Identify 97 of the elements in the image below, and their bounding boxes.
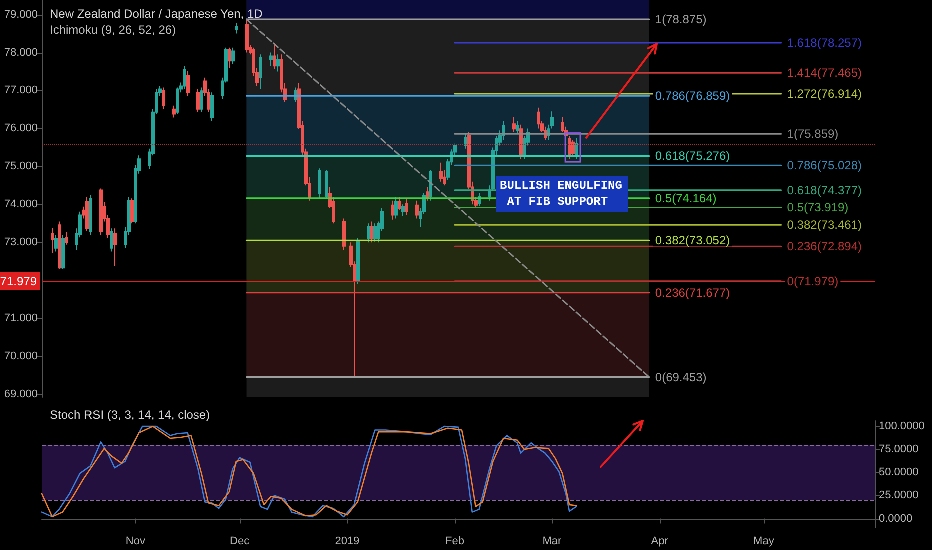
candlestick (172, 105, 176, 118)
x-tick-label: 2019 (335, 536, 360, 548)
candlestick (269, 52, 273, 67)
candlestick (401, 204, 405, 217)
series-label: 0.786(76.859) (655, 89, 730, 104)
y-tick-label: 100.0000 (879, 420, 925, 433)
candlestick (439, 162, 443, 182)
x-tick-label: Nov (126, 536, 146, 548)
candlestick (273, 44, 276, 70)
x-tick-label: Dec (230, 536, 250, 548)
candlestick (51, 228, 54, 254)
candlestick (394, 196, 398, 220)
series-label: 1.618(78.257) (787, 36, 862, 50)
y-tick-label: 70.000 (4, 350, 38, 363)
candlestick (398, 196, 401, 211)
chart-title: Stoch RSI (3, 3, 14, 14, close) (50, 408, 210, 422)
y-tick-label: 75.000 (4, 160, 38, 173)
series-label: 0(69.453) (655, 370, 707, 384)
series-label: 1.272(76.914) (787, 87, 862, 102)
candlestick (276, 54, 280, 72)
x-tick-label: Apr (651, 536, 669, 548)
series-label: 0(71.979) (787, 274, 839, 288)
series-label: 0.786(75.028) (787, 158, 862, 173)
candlestick (231, 47, 235, 66)
candlestick (519, 124, 523, 160)
candlestick (405, 198, 408, 216)
candlestick (415, 200, 419, 220)
x-tick-label: May (754, 536, 775, 548)
candlestick (110, 228, 113, 252)
candlestick (210, 92, 214, 122)
candlestick (200, 87, 203, 113)
series-label: 0.236(71.677) (655, 286, 730, 300)
candlestick (61, 234, 65, 270)
candlestick (235, 22, 238, 34)
series-label: 0.5(74.164) (655, 191, 717, 206)
text: New Zealand Dollar / Japanese Yen, 1D (50, 7, 264, 21)
candlestick (54, 234, 58, 252)
candlestick (537, 107, 540, 130)
candlestick (575, 138, 578, 160)
y-tick-label: 71.000 (4, 312, 38, 325)
candlestick (512, 116, 516, 134)
y-tick-label: 50.0000 (879, 466, 919, 479)
candlestick (426, 186, 429, 202)
candlestick (325, 170, 328, 200)
x-tick-label: Feb (446, 536, 465, 548)
candlestick (373, 223, 377, 242)
candlestick (464, 134, 467, 150)
line-series (41, 426, 578, 518)
candlestick (130, 198, 134, 224)
y-tick-label: 75.0000 (879, 444, 919, 456)
y-tick-label: 74.000 (4, 198, 38, 211)
candlestick (176, 87, 179, 115)
y-tick-label: 69.000 (4, 388, 38, 400)
candlestick (162, 87, 165, 110)
candlestick (561, 116, 564, 134)
candlestick (342, 218, 346, 251)
candlestick (196, 88, 200, 113)
candlestick (186, 70, 190, 97)
series-label: 0.382(73.461) (787, 218, 862, 232)
candlestick (228, 47, 231, 68)
candlestick (318, 168, 321, 200)
series-label: 0.5(73.919) (787, 200, 849, 215)
y-tick-label: 78.000 (4, 46, 38, 59)
x-tick-label: Mar (542, 536, 562, 548)
candlestick (58, 221, 61, 270)
candlestick (99, 188, 103, 236)
candlestick (568, 136, 571, 160)
series-label: 0.618(74.377) (787, 183, 862, 198)
series-label: 0.382(73.052) (655, 234, 730, 248)
candlestick (370, 221, 373, 244)
candlestick (356, 238, 360, 285)
candlestick (245, 19, 249, 54)
series-label: 0.236(72.894) (787, 240, 862, 254)
candlestick (391, 200, 394, 220)
candlestick (113, 228, 117, 268)
annotation: BULLISH ENGULFING AT FIB SUPPORT (500, 179, 622, 209)
y-tick-label: 73.000 (4, 236, 38, 249)
candlestick (183, 66, 186, 90)
candlestick (367, 223, 370, 244)
series-label: 1(78.875) (655, 12, 707, 27)
candlestick (259, 54, 262, 90)
ref-line-label: 71.979 (0, 274, 38, 288)
series-label: 1.414(77.465) (787, 66, 862, 80)
y-tick-label: 25.0000 (879, 490, 919, 502)
y-tick-label: 0.0000 (879, 512, 913, 525)
candlestick (429, 170, 432, 202)
candlestick (65, 231, 68, 246)
candlestick (85, 196, 89, 232)
candlestick (571, 140, 575, 158)
y-tick-label: 76.000 (4, 122, 38, 135)
series-label: 0.618(75.276) (655, 149, 730, 164)
text: Ichimoku (9, 26, 52, 26) (50, 23, 176, 37)
series-label: 1(75.859) (787, 127, 839, 142)
candlestick (89, 195, 92, 236)
y-tick-label: 77.000 (4, 84, 38, 97)
y-tick-label: 79.000 (4, 8, 38, 21)
candlestick (516, 120, 519, 135)
